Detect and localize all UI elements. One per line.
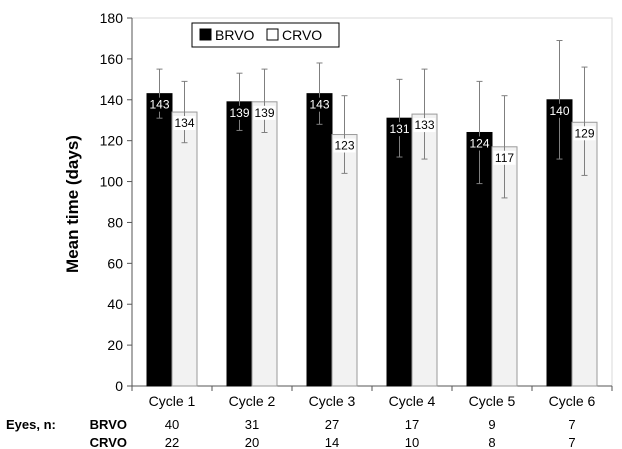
bar-crvo (251, 101, 278, 387)
eyes-table-cell: 27 (325, 417, 339, 432)
eyes-table-row-label: BRVO (90, 417, 127, 432)
eyes-table: Eyes, n: BRVO 40 31 27 17 9 7 CRVO 22 20 14 10 8 7 (6, 417, 576, 449)
data-label: 134 (174, 116, 194, 130)
eyes-table-title: Eyes, n: (6, 417, 56, 432)
eyes-table-cell: 22 (165, 435, 179, 449)
y-axis-label: Mean time (days) (63, 135, 82, 273)
data-label-bg (148, 97, 171, 112)
data-label-bg (173, 116, 196, 131)
eyes-table-cell: 7 (568, 417, 575, 432)
x-tick-label: Cycle 4 (389, 393, 436, 409)
y-tick-label: 160 (100, 51, 124, 67)
data-label: 133 (414, 118, 434, 132)
data-label: 143 (149, 98, 169, 112)
y-tick-label: 20 (107, 337, 123, 353)
eyes-table-cell: 9 (488, 417, 495, 432)
x-tick-label: Cycle 2 (229, 393, 276, 409)
eyes-table-cell: 10 (405, 435, 419, 449)
data-label-bg (413, 118, 436, 133)
eyes-table-cell: 31 (245, 417, 259, 432)
bar-brvo (306, 93, 333, 387)
data-label: 143 (309, 98, 329, 112)
data-label-bg (308, 97, 331, 112)
data-label-bg (468, 136, 491, 151)
x-axis: Cycle 1 Cycle 2 Cycle 3 Cycle 4 Cycle 5 Cycle… (131, 385, 613, 409)
eyes-table-cell: 14 (325, 435, 339, 449)
eyes-table-cell: 7 (568, 435, 575, 449)
eyes-table-cell: 8 (488, 435, 495, 449)
y-tick-label: 0 (115, 378, 123, 394)
legend-label-brvo: BRVO (215, 27, 255, 43)
y-axis: 0 20 40 60 80 100 120 140 160 180 Mean time (days) (63, 10, 133, 394)
bar-brvo (226, 101, 253, 387)
y-tick-label: 80 (107, 214, 123, 230)
data-label: 124 (469, 136, 489, 150)
bar-crvo (171, 111, 198, 387)
eyes-table-cell: 20 (245, 435, 259, 449)
data-label-bg (548, 103, 571, 118)
x-tick-label: Cycle 1 (149, 393, 196, 409)
value-labels: 143 139 143 131 124 140 134 139 123 133 117 129 (148, 97, 596, 165)
data-label: 139 (229, 106, 249, 120)
legend: BRVO CRVO (191, 22, 340, 48)
y-tick-label: 60 (107, 255, 123, 271)
x-tick-label: Cycle 3 (309, 393, 356, 409)
data-label-bg (253, 105, 276, 120)
y-tick-label: 120 (100, 133, 124, 149)
data-label: 131 (389, 122, 409, 136)
data-label-bg (388, 122, 411, 137)
data-label-bg (573, 126, 596, 141)
data-label: 129 (574, 126, 594, 140)
eyes-table-cell: 40 (165, 417, 179, 432)
legend-label-crvo: CRVO (282, 27, 322, 43)
bar-brvo (146, 93, 173, 387)
error-bars (156, 39, 588, 199)
data-label: 117 (495, 151, 514, 165)
x-tick-label: Cycle 6 (549, 393, 596, 409)
data-label: 139 (254, 106, 274, 120)
eyes-table-cell: 17 (405, 417, 419, 432)
legend-swatch-brvo (199, 28, 212, 41)
data-label: 123 (334, 139, 354, 153)
data-label-bg (333, 138, 356, 153)
eyes-table-row-label: CRVO (90, 435, 127, 449)
y-tick-label: 140 (100, 92, 124, 108)
data-label-bg (493, 150, 516, 165)
plot-frame (131, 17, 613, 387)
y-tick-label: 180 (100, 10, 124, 26)
y-tick-label: 100 (100, 174, 124, 190)
data-label-bg (228, 105, 251, 120)
legend-swatch-crvo (266, 28, 279, 41)
bar-brvo (386, 117, 413, 387)
y-tick-label: 40 (107, 296, 123, 312)
x-tick-label: Cycle 5 (469, 393, 516, 409)
legend-box (191, 22, 340, 48)
plot-area (131, 17, 613, 387)
data-label: 140 (549, 104, 569, 118)
